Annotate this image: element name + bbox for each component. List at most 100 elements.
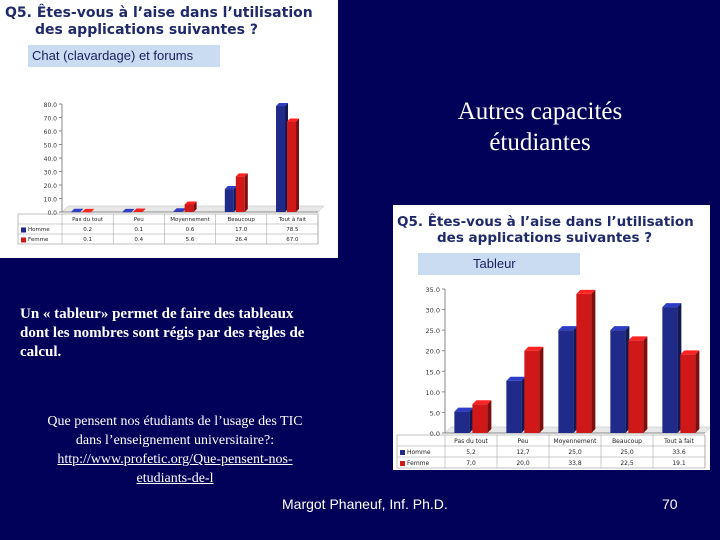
data-value-label: 17.0 xyxy=(235,227,248,233)
data-value-label: 5,2 xyxy=(466,449,476,456)
bar-homme xyxy=(224,189,234,212)
data-value-label: 19.1 xyxy=(672,460,686,467)
bar-femme xyxy=(184,204,194,212)
source-link-line2[interactable]: etudiants-de-l xyxy=(136,471,214,486)
data-value-label: 25,0 xyxy=(620,449,634,456)
y-tick-label: 10.0 xyxy=(426,389,440,397)
y-tick-label: 10.0 xyxy=(44,197,58,204)
y-tick-label: 5.0 xyxy=(430,409,440,417)
legend-label-homme: Homme xyxy=(28,227,50,233)
bar-top-homme xyxy=(122,208,135,212)
bar-homme xyxy=(173,211,183,212)
y-tick-label: 15.0 xyxy=(426,368,440,376)
x-category-label: Pas du tout xyxy=(454,438,488,445)
legend-swatch-homme xyxy=(21,227,26,233)
bar-homme xyxy=(454,411,470,433)
data-value-label: 0.2 xyxy=(83,227,92,233)
y-tick-label: 80.0 xyxy=(44,102,58,109)
data-value-label: 0.1 xyxy=(134,227,143,233)
data-value-label: 78.5 xyxy=(286,227,299,233)
bar-top-femme xyxy=(82,208,95,212)
bar-top-femme xyxy=(287,118,300,122)
bar-femme xyxy=(133,211,143,212)
data-value-label: 33,8 xyxy=(568,460,582,467)
x-category-label: Peu xyxy=(134,217,144,223)
data-value-label: 25,0 xyxy=(568,449,582,456)
chart-question-title: Q5. Êtes-vous à l’aise dans l’utilisatio… xyxy=(5,5,335,39)
bar-side-femme xyxy=(193,201,197,212)
bar-homme xyxy=(506,380,522,433)
legend-swatch-femme xyxy=(21,237,26,243)
x-category-label: Tout à fait xyxy=(278,216,307,223)
y-tick-label: 35.0 xyxy=(426,286,440,294)
bar-homme xyxy=(276,106,286,212)
bar-side-homme xyxy=(131,208,135,212)
legend-swatch-homme xyxy=(400,450,405,455)
bar-top-homme xyxy=(610,326,630,331)
legend-label-homme: Homme xyxy=(407,449,431,456)
bar-side-femme xyxy=(643,336,648,433)
bar-top-femme xyxy=(576,289,596,294)
bar-femme xyxy=(472,404,488,433)
x-category-label: Moyennement xyxy=(553,438,597,445)
bar-homme xyxy=(610,330,626,433)
bar-top-homme xyxy=(276,103,289,107)
bar-femme xyxy=(576,293,592,433)
bar-homme xyxy=(558,330,574,433)
bar-side-homme xyxy=(625,326,630,433)
chart-subtitle: Tableur xyxy=(418,253,580,275)
bar-top-femme xyxy=(524,346,544,351)
bar-top-homme xyxy=(662,303,682,308)
y-tick-label: 70.0 xyxy=(44,116,58,123)
y-tick-label: 20.0 xyxy=(426,348,440,356)
slide-title: Autres capacités étudiantes xyxy=(420,96,660,158)
chart-question-line2: des applications suivantes ? xyxy=(437,230,653,246)
bar-side-femme xyxy=(296,118,300,212)
bar-side-femme xyxy=(695,350,700,433)
bar-femme xyxy=(287,121,297,212)
bar-top-femme xyxy=(235,173,248,177)
chart-question-line1: Q5. Êtes-vous à l’aise dans l’utilisatio… xyxy=(5,5,313,21)
bar-top-homme xyxy=(506,376,526,381)
data-value-label: 33.6 xyxy=(672,449,686,456)
data-table-frame xyxy=(396,434,706,469)
author-footer: Margot Phaneuf, Inf. Ph.D. xyxy=(282,496,448,512)
bar-top-femme xyxy=(184,201,197,205)
question-line2: dans l’enseignement universitaire?: xyxy=(75,433,275,448)
bar-femme xyxy=(82,211,92,213)
question-block: Que pensent nos étudiants de l’usage des… xyxy=(10,412,340,488)
bar-top-homme xyxy=(454,407,474,412)
question-line1: Que pensent nos étudiants de l’usage des… xyxy=(47,414,303,429)
y-tick-label: 25.0 xyxy=(426,327,440,335)
x-category-label: Pas du tout xyxy=(72,217,104,223)
bar-top-homme xyxy=(224,186,237,190)
y-tick-label: 20.0 xyxy=(44,183,58,190)
y-tick-label: 50.0 xyxy=(44,143,58,150)
y-tick-label: 60.0 xyxy=(44,129,58,136)
data-value-label: 12,7 xyxy=(516,449,530,456)
chart-question-line1: Q5. Êtes-vous à l’aise dans l’utilisatio… xyxy=(397,214,694,230)
legend-swatch-femme xyxy=(400,461,405,466)
data-value-label: 0.6 xyxy=(186,227,195,233)
chart-question-title: Q5. Êtes-vous à l’aise dans l’utilisatio… xyxy=(397,214,709,246)
data-value-label: 20,0 xyxy=(516,460,530,467)
bar-top-femme xyxy=(680,350,700,355)
legend-label-femme: Femme xyxy=(407,460,430,467)
data-value-label: 22,5 xyxy=(620,460,634,467)
source-link-line1[interactable]: http://www.profetic.org/Que-pensent-nos- xyxy=(57,452,293,467)
bar-side-homme xyxy=(521,376,526,433)
bar-homme xyxy=(71,211,81,213)
y-tick-label: 0.0 xyxy=(47,210,57,217)
chart-panel-chat: Q5. Êtes-vous à l’aise dans l’utilisatio… xyxy=(0,0,338,258)
chart-tableur: 0.0 5.0 10.0 15.0 20.0 25.0 30.0 35.0 Pas du tou… xyxy=(396,286,710,469)
y-tick-label: 40.0 xyxy=(44,156,58,163)
legend-label-femme: Femme xyxy=(28,237,49,243)
x-category-label: Moyennement xyxy=(170,217,210,223)
bar-homme xyxy=(122,211,132,213)
data-value-label: 0.1 xyxy=(83,237,92,243)
bar-side-homme xyxy=(80,208,84,212)
chart-chat-forums: 0.0 10.0 20.0 30.0 40.0 50.0 60.0 70.0 80.0 Pas d… xyxy=(17,102,325,245)
x-category-label: Peu xyxy=(518,438,529,445)
y-tick-label: 30.0 xyxy=(44,170,58,177)
bar-side-femme xyxy=(244,173,248,212)
